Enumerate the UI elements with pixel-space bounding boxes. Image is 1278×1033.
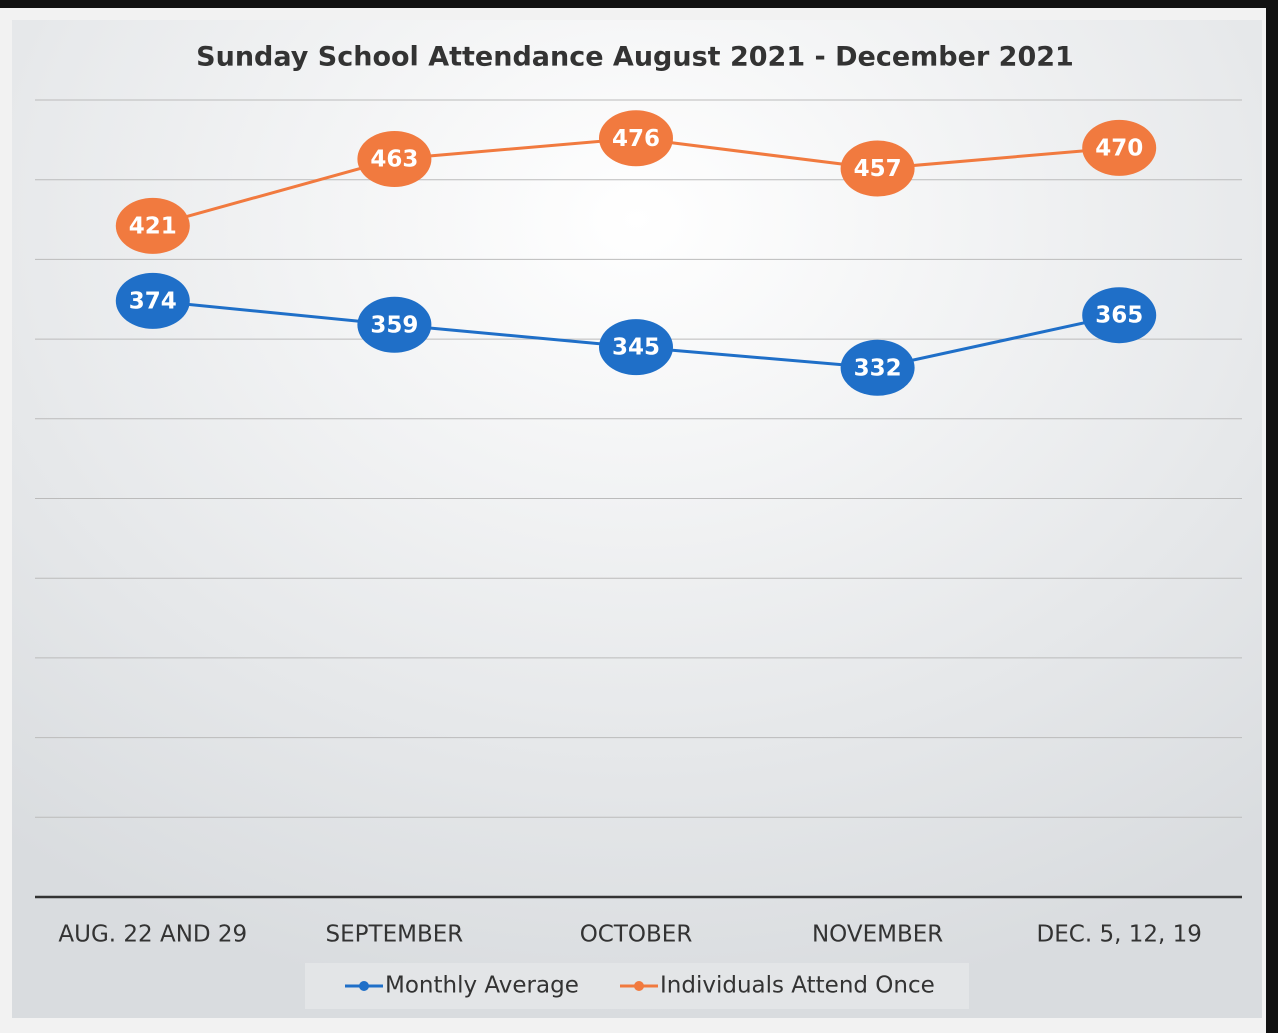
legend-label: Monthly Average — [385, 973, 579, 999]
legend-marker — [634, 981, 644, 991]
data-label: 470 — [1095, 135, 1143, 161]
data-label: 457 — [854, 156, 902, 182]
legend-label: Individuals Attend Once — [660, 973, 935, 999]
legend-marker — [359, 981, 369, 991]
chart-title: Sunday School Attendance August 2021 - D… — [196, 42, 1074, 73]
x-tick-label: SEPTEMBER — [326, 922, 464, 948]
data-label: 463 — [370, 146, 418, 172]
data-point — [115, 272, 190, 329]
data-point — [357, 130, 432, 187]
data-label: 359 — [370, 312, 418, 338]
data-label: 345 — [612, 335, 660, 361]
data-label: 365 — [1095, 303, 1143, 329]
frame-top — [0, 0, 1278, 8]
data-label: 421 — [129, 213, 177, 239]
data-point — [599, 319, 673, 376]
frame-right — [1266, 0, 1278, 1033]
data-point — [1082, 287, 1157, 344]
data-label: 374 — [129, 288, 177, 314]
data-point — [115, 197, 190, 254]
data-label: 332 — [854, 355, 902, 381]
chart-area — [12, 20, 1262, 1018]
data-point — [357, 296, 432, 353]
x-tick-label: DEC. 5, 12, 19 — [1037, 922, 1202, 948]
data-label: 476 — [612, 126, 660, 152]
data-point — [1082, 119, 1157, 176]
data-point — [840, 339, 915, 396]
data-point — [599, 110, 673, 167]
x-tick-label: NOVEMBER — [812, 922, 943, 948]
x-tick-label: OCTOBER — [580, 922, 693, 948]
x-tick-label: AUG. 22 AND 29 — [58, 922, 247, 948]
data-point — [840, 140, 915, 197]
